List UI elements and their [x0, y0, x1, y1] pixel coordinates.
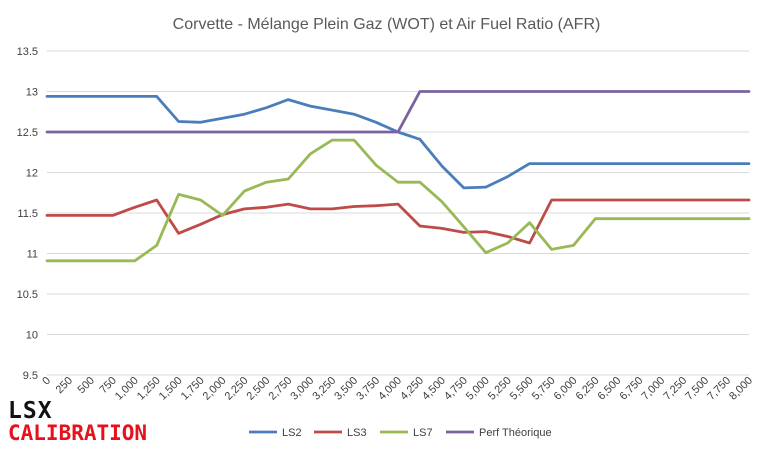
y-tick-label: 11: [27, 249, 38, 261]
series-line-perf-théorique: [45, 90, 751, 134]
gridlines: [47, 50, 749, 376]
y-tick-label: 9.5: [23, 370, 38, 382]
x-tick-label: 5,250: [486, 375, 514, 403]
x-tick-label: 1,500: [157, 375, 185, 403]
x-tick-label: 8,000: [727, 375, 755, 403]
x-tick-label: 5,500: [508, 375, 536, 403]
x-tick-label: 1,000: [113, 375, 141, 403]
legend-label: LS2: [282, 427, 302, 439]
x-tick-label: 2,750: [266, 375, 294, 403]
series-line-ls2: [45, 95, 751, 190]
legend-label: Perf Théorique: [479, 427, 552, 439]
x-tick-label: 250: [54, 375, 75, 396]
series-line-ls3: [45, 198, 751, 245]
x-tick-label: 1,250: [135, 375, 163, 403]
y-axis-ticks: 9.5 10 10.5 11 11.5 12 12.5 13 13.5: [17, 46, 38, 382]
x-tick-label: 3,750: [354, 375, 382, 403]
x-tick-label: 6,750: [617, 375, 645, 403]
y-tick-label: 10.5: [17, 289, 38, 301]
y-tick-label: 12: [26, 168, 38, 180]
x-tick-label: 5,000: [464, 375, 492, 403]
y-tick-label: 12.5: [17, 127, 38, 139]
x-tick-label: 3,000: [288, 375, 316, 403]
y-tick-label: 13: [26, 87, 38, 99]
x-tick-label: 3,250: [310, 375, 338, 403]
legend-label: LS3: [347, 427, 367, 439]
y-tick-label: 13.5: [17, 46, 38, 58]
x-tick-label: 7,000: [639, 375, 667, 403]
series-lines: [45, 90, 751, 263]
x-tick-label: 0: [40, 375, 53, 388]
x-tick-label: 6,000: [552, 375, 580, 403]
y-tick-label: 11.5: [17, 208, 38, 220]
x-tick-label: 2,250: [223, 375, 251, 403]
legend: LS2 LS3 LS7 Perf Théorique: [249, 427, 552, 439]
x-tick-label: 7,250: [661, 375, 689, 403]
x-tick-label: 2,500: [245, 375, 273, 403]
legend-label: LS7: [413, 427, 433, 439]
x-tick-label: 4,750: [442, 375, 470, 403]
lsx-calibration-logo: LSX CALIBRATION: [8, 400, 147, 444]
x-tick-label: 3,500: [332, 375, 360, 403]
x-tick-label: 4,500: [420, 375, 448, 403]
x-tick-label: 7,500: [683, 375, 711, 403]
y-tick-label: 10: [26, 330, 38, 342]
x-tick-label: 4,250: [398, 375, 426, 403]
series-line-ls7: [45, 138, 751, 263]
x-tick-label: 6,250: [574, 375, 602, 403]
chart-title: Corvette - Mélange Plein Gaz (WOT) et Ai…: [173, 16, 601, 33]
x-tick-label: 1,750: [179, 375, 207, 403]
x-axis-ticks: 0 250 500 7501,0001,2501,5001,7502,0002,250…: [40, 375, 755, 403]
x-tick-label: 5,750: [530, 375, 558, 403]
logo-line-1: LSX: [8, 398, 53, 424]
x-tick-label: 2,000: [201, 375, 229, 403]
x-tick-label: 500: [76, 375, 97, 396]
x-tick-label: 7,750: [705, 375, 733, 403]
x-tick-label: 4,000: [376, 375, 404, 403]
logo-line-2: CALIBRATION: [8, 421, 148, 445]
x-tick-label: 6,500: [596, 375, 624, 403]
